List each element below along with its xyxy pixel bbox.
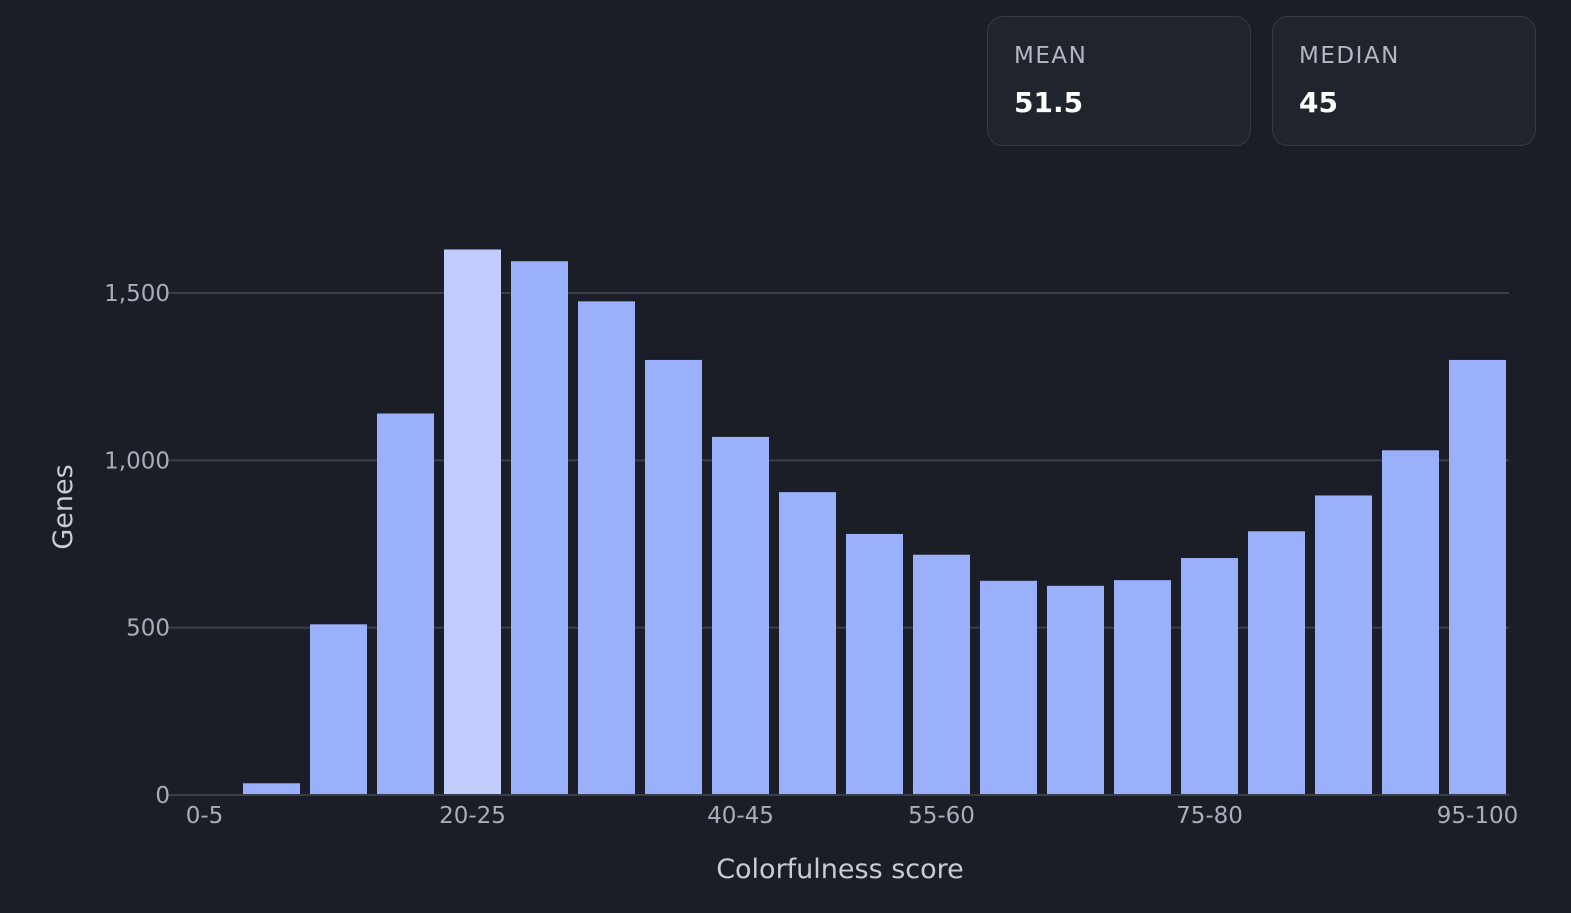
median-stat-value: 45	[1299, 86, 1338, 119]
grid-lines	[168, 292, 1509, 796]
bar-90-95	[1382, 450, 1439, 795]
bars	[243, 249, 1506, 795]
mean-stat-label: MEAN	[1014, 43, 1088, 69]
bar-10-15	[310, 624, 367, 795]
x-axis-ticks: 0-5 20-25 40-45 55-60 75-80 95-100	[176, 794, 1518, 829]
x-tick-label: 40-45	[707, 803, 774, 829]
x-tick-label: 0-5	[186, 803, 224, 829]
y-axis-title: Genes	[48, 464, 79, 549]
bar-55-60	[913, 554, 970, 795]
mean-stat-card: MEAN 51.5	[987, 16, 1251, 146]
bar-80-85	[1248, 531, 1305, 795]
bar-45-50	[779, 492, 836, 795]
mean-stat-value: 51.5	[1014, 86, 1084, 119]
x-axis-title: Colorfulness score	[716, 854, 964, 885]
bar-20-25	[444, 249, 501, 795]
bar-60-65	[980, 580, 1037, 795]
y-tick-label: 500	[126, 616, 170, 642]
median-stat-card: MEDIAN 45	[1272, 16, 1536, 146]
bar-75-80	[1181, 558, 1238, 795]
bar-95-100	[1449, 359, 1506, 795]
x-tick-label: 55-60	[908, 803, 975, 829]
bar-65-70	[1047, 585, 1104, 795]
bar-5-10	[243, 783, 300, 795]
x-tick-label: 20-25	[439, 803, 506, 829]
x-tick-label: 95-100	[1437, 803, 1518, 829]
median-stat-label: MEDIAN	[1299, 43, 1400, 69]
x-tick-label: 75-80	[1176, 803, 1243, 829]
bar-30-35	[578, 301, 635, 795]
bar-35-40	[645, 359, 702, 795]
bar-50-55	[846, 533, 903, 795]
y-tick-label: 1,500	[104, 281, 170, 307]
y-tick-label: 0	[155, 783, 170, 809]
bar-70-75	[1114, 580, 1171, 795]
bar-15-20	[377, 413, 434, 795]
bar-40-45	[712, 436, 769, 795]
y-tick-label: 1,000	[104, 448, 170, 474]
bar-25-30	[511, 261, 568, 795]
y-axis-ticks: 0 500 1,000 1,500	[104, 281, 170, 809]
bar-85-90	[1315, 495, 1372, 795]
